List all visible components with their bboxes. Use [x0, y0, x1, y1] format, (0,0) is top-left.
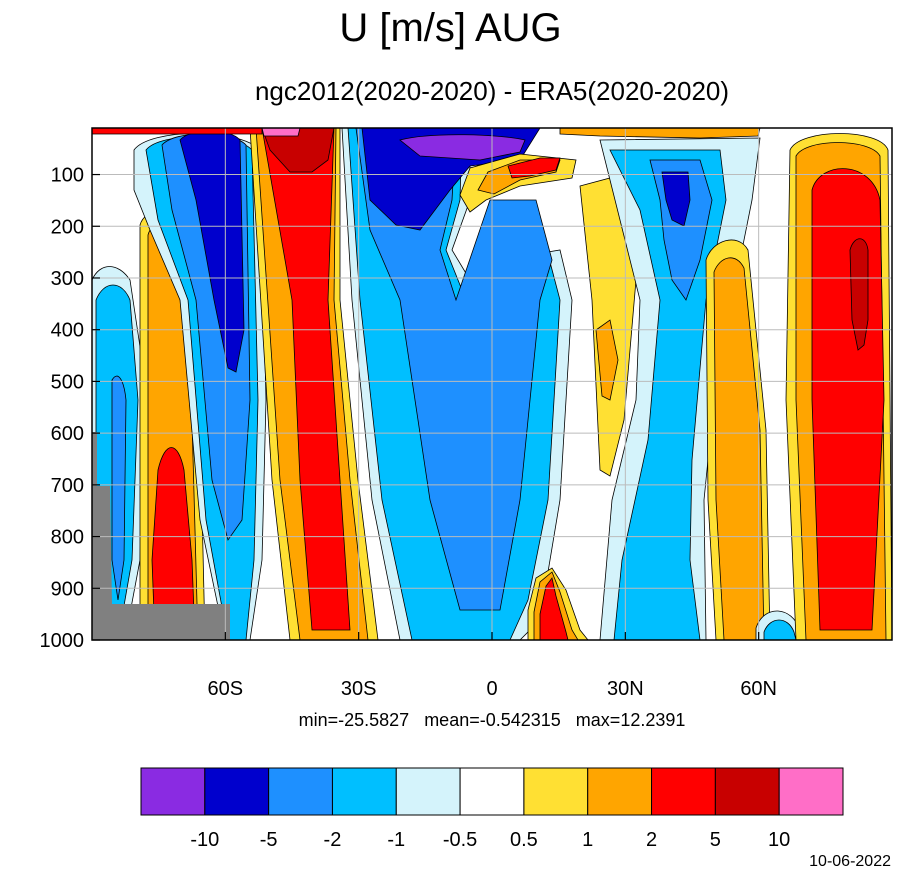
- colorbar-swatch: [587, 767, 653, 816]
- contour-40s-red: [261, 128, 351, 631]
- stats-text: min=-25.5827 mean=-0.542315 max=12.2391: [298, 710, 686, 730]
- contour-25n-orange: [595, 319, 619, 401]
- contour-top-red-strip: [92, 128, 263, 135]
- colorbar-label: -0.5: [443, 829, 477, 851]
- colorbar-swatch: [459, 767, 525, 816]
- x-tick-label: 30N: [607, 678, 644, 700]
- colorbar-label: -5: [260, 829, 278, 851]
- x-tick-label: 30S: [341, 678, 377, 700]
- y-tick-label: 700: [51, 475, 84, 497]
- date-stamp: 10-06-2022: [809, 853, 891, 870]
- grid-lines: [92, 128, 892, 640]
- colorbar-label: -10: [190, 829, 219, 851]
- colorbar-swatch: [140, 767, 206, 816]
- x-axis: 60S 30S 0 30N 60N: [208, 632, 777, 700]
- colorbar-swatch: [523, 767, 589, 816]
- contour-75s-red: [151, 447, 196, 640]
- colorbar-swatch: [778, 767, 844, 816]
- colorbar-label: -2: [324, 829, 342, 851]
- colorbar-swatch: [204, 767, 270, 816]
- contour-80n-darkred: [849, 238, 869, 351]
- y-tick-label: 800: [51, 527, 84, 549]
- chart-title: U [m/s] AUG: [339, 6, 562, 50]
- contour-eq-red: [507, 157, 561, 179]
- y-axis: 100 200 300 400 500 600 700 800 900 1000: [40, 165, 100, 652]
- y-tick-label: 600: [51, 423, 84, 445]
- colorbar-swatch: [268, 767, 333, 816]
- contour-top-pink: [261, 128, 301, 137]
- contour-15n-red: [539, 577, 569, 640]
- contour-tropic-violet: [399, 134, 526, 161]
- colorbar-label: 0.5: [510, 829, 538, 851]
- contour-top-nh-strip: [559, 128, 761, 139]
- y-tick-label: 300: [51, 268, 84, 290]
- y-tick-label: 1000: [40, 630, 85, 652]
- y-tick-label: 400: [51, 320, 84, 342]
- y-tick-label: 500: [51, 371, 84, 393]
- topography-mask: [92, 432, 230, 640]
- colorbar-swatch: [714, 767, 780, 816]
- contour-southpole-blue: [111, 375, 127, 601]
- colorbar: -10 -5 -2 -1 -0.5 0.5 1 2 5 10: [140, 767, 844, 851]
- colorbar-label: 10: [768, 829, 790, 851]
- x-tick-label: 0: [486, 678, 497, 700]
- contour-35n-cyan: [609, 149, 727, 640]
- contour-tropic-blue: [355, 128, 553, 611]
- y-tick-label: 100: [51, 165, 84, 187]
- colorbar-swatch: [331, 767, 397, 816]
- contour-field: [92, 128, 892, 640]
- colorbar-label: 1: [582, 829, 593, 851]
- contour-55n-orange: [713, 257, 765, 640]
- y-tick-label: 900: [51, 578, 84, 600]
- colorbar-swatch: [395, 767, 461, 816]
- contour-40s-darkred: [261, 128, 335, 173]
- colorbar-label: 5: [710, 829, 721, 851]
- x-tick-label: 60N: [740, 678, 777, 700]
- contour-80n-red: [811, 168, 885, 631]
- x-tick-label: 60S: [208, 678, 244, 700]
- chart-subtitle: ngc2012(2020-2020) - ERA5(2020-2020): [254, 76, 730, 106]
- y-tick-label: 200: [51, 216, 84, 238]
- colorbar-label: 2: [646, 829, 657, 851]
- colorbar-swatch: [651, 767, 716, 816]
- colorbar-label: -1: [387, 829, 405, 851]
